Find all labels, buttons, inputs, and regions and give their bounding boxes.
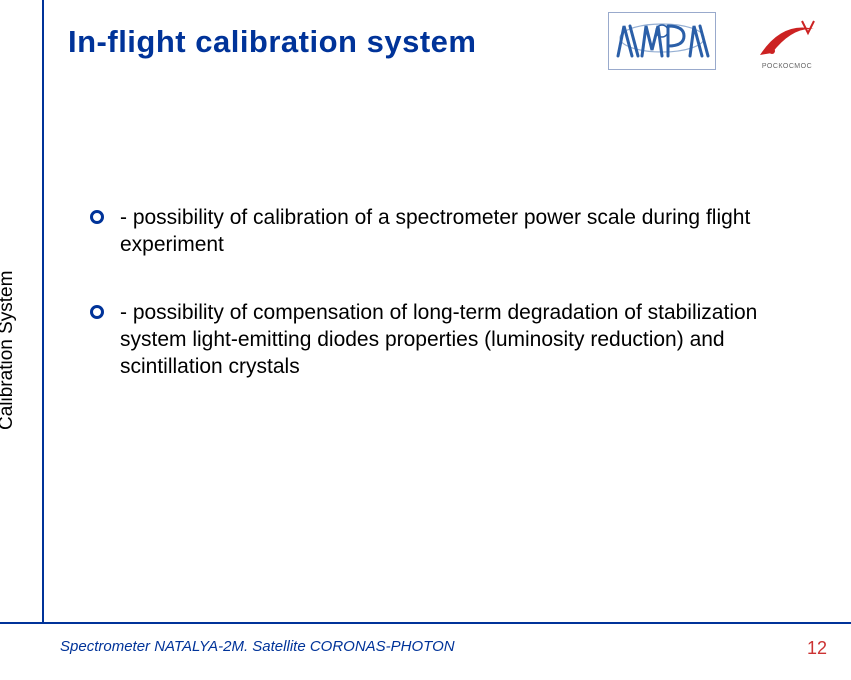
list-item: - possibility of compensation of long-te… — [90, 299, 810, 381]
list-item: - possibility of calibration of a spectr… — [90, 204, 810, 259]
roscosmos-caption: РОСКОСМОС — [762, 63, 812, 70]
footer-caption: Spectrometer NATALYA-2M. Satellite CORON… — [60, 638, 455, 655]
horizontal-rule — [0, 622, 851, 624]
bullet-list: - possibility of calibration of a spectr… — [90, 204, 810, 420]
mifi-logo — [608, 12, 716, 70]
roscosmos-logo: РОСКОСМОС — [746, 12, 828, 70]
bullet-marker-icon — [90, 305, 104, 319]
sidebar-section-label: Calibration System — [0, 271, 18, 430]
page-number: 12 — [807, 638, 827, 659]
mifi-logo-icon — [612, 16, 712, 66]
bullet-marker-icon — [90, 210, 104, 224]
bullet-text: - possibility of compensation of long-te… — [120, 299, 810, 381]
slide-title: In-flight calibration system — [68, 24, 476, 60]
bullet-text: - possibility of calibration of a spectr… — [120, 204, 810, 259]
slide: In-flight calibration system РОСКОСМОС C… — [0, 0, 851, 680]
roscosmos-logo-icon — [752, 13, 822, 63]
vertical-rule — [42, 0, 44, 622]
